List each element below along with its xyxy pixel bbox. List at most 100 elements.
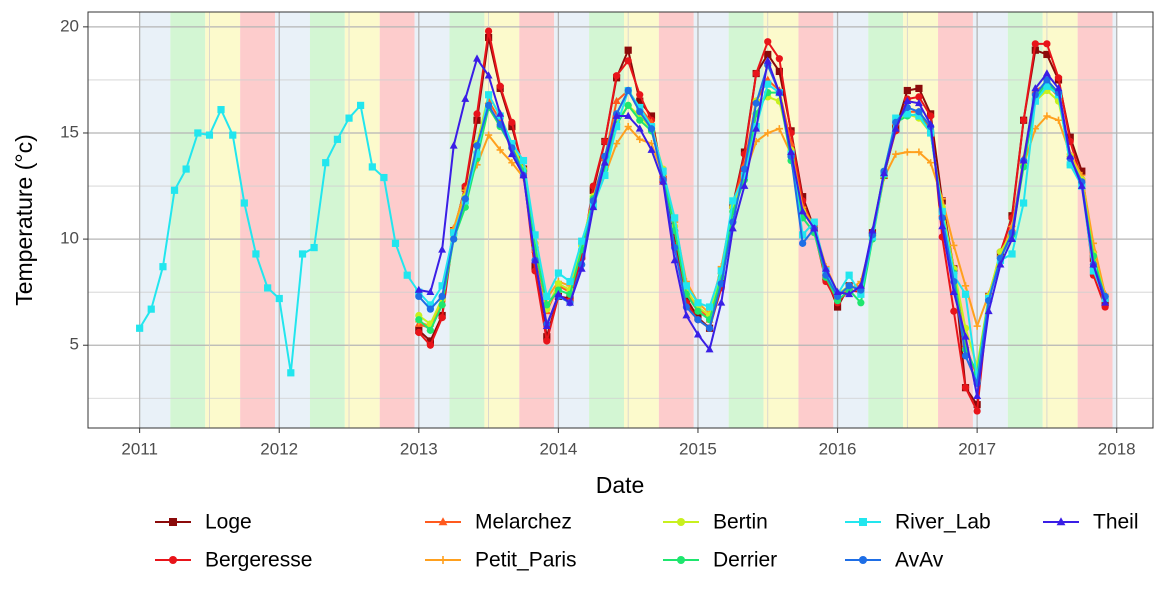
point: [624, 101, 632, 109]
point: [147, 305, 155, 313]
point: [647, 145, 656, 153]
point: [1043, 112, 1051, 120]
point: [740, 181, 749, 189]
point: [1008, 234, 1016, 242]
point: [740, 165, 749, 173]
point: [973, 391, 982, 400]
point: [438, 517, 448, 526]
x-tick-label: 2015: [679, 439, 717, 458]
point: [612, 123, 621, 131]
point: [810, 218, 818, 226]
point: [752, 99, 760, 107]
point: [264, 284, 272, 292]
point: [636, 97, 644, 105]
season-band: [623, 12, 659, 428]
line: [138, 82, 1107, 380]
point: [647, 112, 656, 120]
point: [845, 282, 853, 290]
point: [903, 96, 912, 105]
season-band: [868, 12, 904, 428]
point: [484, 71, 493, 79]
point: [415, 292, 423, 301]
point: [484, 27, 493, 35]
point: [729, 197, 737, 205]
point: [752, 69, 760, 78]
point: [1008, 250, 1016, 258]
point: [636, 108, 644, 116]
point: [764, 38, 772, 46]
point: [880, 168, 888, 177]
point: [601, 137, 609, 146]
point: [1042, 69, 1051, 77]
point: [612, 96, 621, 105]
x-tick-label: 2016: [819, 439, 857, 458]
point: [717, 298, 726, 306]
point: [914, 98, 923, 107]
point: [810, 224, 819, 232]
point: [682, 311, 691, 319]
season-band: [449, 12, 485, 428]
point: [799, 239, 807, 247]
point: [740, 171, 749, 180]
point: [1020, 116, 1028, 124]
season-band: [558, 12, 590, 428]
y-tick-label: 5: [70, 335, 79, 354]
season-band: [1112, 12, 1117, 428]
point: [915, 148, 923, 156]
panel-border: [87, 11, 1154, 429]
point: [891, 124, 900, 132]
point: [496, 82, 504, 90]
season-band: [139, 12, 171, 428]
point: [426, 326, 434, 334]
point: [705, 345, 714, 353]
point: [450, 235, 458, 243]
x-tick-label: 2017: [958, 439, 996, 458]
point: [484, 131, 493, 139]
point: [694, 307, 702, 315]
point: [857, 290, 865, 298]
point: [461, 195, 469, 203]
point: [1054, 74, 1063, 82]
point: [380, 173, 388, 182]
point: [833, 303, 842, 311]
point: [438, 314, 446, 322]
point: [438, 245, 447, 253]
season-band: [519, 12, 555, 428]
y-axis-title: Temperature (°c): [11, 134, 37, 306]
point: [950, 241, 958, 250]
point: [461, 94, 470, 102]
axes: 5 10 15 20 2011 2012 2013 2014 2015 2016 2017 2018: [60, 16, 1136, 458]
point: [728, 224, 737, 232]
point: [531, 256, 540, 264]
point: [926, 120, 935, 128]
point: [169, 518, 177, 526]
point: [659, 167, 667, 175]
point: [1066, 152, 1075, 160]
point: [752, 124, 761, 132]
point: [984, 306, 993, 315]
y-tick-label: 10: [60, 229, 79, 248]
point: [612, 72, 621, 80]
point: [961, 282, 970, 290]
season-band: [833, 12, 838, 428]
x-axis-title: Date: [596, 472, 645, 498]
point: [287, 369, 295, 377]
point: [787, 147, 796, 155]
point: [473, 142, 481, 150]
season-band: [837, 12, 869, 428]
point: [822, 264, 830, 272]
season-band: [344, 12, 380, 428]
point: [775, 55, 783, 63]
point: [345, 114, 353, 122]
season-band: [972, 12, 978, 428]
point: [1043, 50, 1051, 59]
point: [624, 123, 632, 131]
point: [903, 110, 911, 118]
point: [182, 165, 190, 173]
point: [601, 171, 609, 180]
point: [1020, 199, 1028, 207]
point: [635, 124, 644, 132]
point: [927, 112, 935, 120]
point: [1077, 181, 1086, 189]
point: [845, 271, 853, 279]
